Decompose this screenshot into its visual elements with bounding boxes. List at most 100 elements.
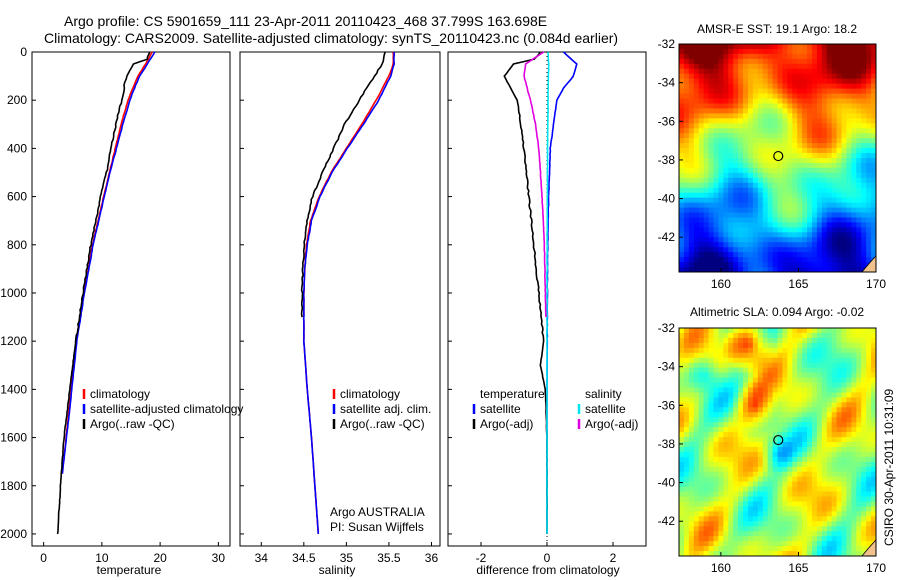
map-cell [757, 432, 764, 438]
map-cell [708, 521, 715, 527]
map-cell [866, 362, 872, 369]
map-cell [743, 197, 749, 204]
map-cell [816, 442, 823, 448]
map-cell [762, 531, 769, 537]
map-cell [713, 133, 719, 139]
map-cell [703, 521, 710, 527]
map-cell [679, 267, 685, 272]
map-cell [713, 78, 719, 85]
map-cell [698, 148, 705, 154]
map-cell [752, 446, 759, 453]
map-cell [821, 521, 828, 527]
map-cell [787, 466, 793, 473]
map-cell [698, 143, 705, 149]
map-cell [772, 357, 779, 364]
map-cell [807, 98, 813, 105]
map-cell [821, 516, 828, 522]
map-cell [851, 397, 857, 403]
map-cell [747, 98, 754, 105]
map-cell [807, 377, 813, 384]
map-cell [738, 93, 744, 100]
map-cell [713, 412, 719, 418]
map-cell [683, 367, 690, 374]
map-cell [752, 377, 759, 384]
map-cell [856, 531, 862, 537]
map-cell [757, 187, 764, 194]
map-cell [821, 78, 828, 85]
map-cell [752, 123, 759, 129]
map-cell [752, 217, 759, 224]
map-cell [767, 232, 774, 238]
map-cell [708, 68, 715, 75]
map-cell [738, 402, 744, 408]
map-cell [816, 177, 823, 184]
map-cell [836, 466, 843, 473]
map-cell [733, 491, 739, 498]
map-cell [723, 257, 729, 263]
map-cell [807, 367, 813, 374]
map-cell [792, 476, 798, 483]
map-cell [772, 372, 779, 379]
map-cell [821, 546, 828, 552]
map-cell [787, 83, 793, 90]
map-cell [743, 207, 749, 214]
map-cell [703, 347, 710, 354]
map-cell [856, 222, 862, 228]
map-cell [733, 148, 739, 154]
map-cell [679, 446, 685, 453]
map-cell [802, 412, 808, 418]
map-cell [679, 521, 685, 527]
map-cell [871, 402, 876, 408]
map-cell [807, 133, 813, 139]
map-cell [841, 58, 848, 65]
map-cell [762, 252, 769, 258]
legend-header: salinity [585, 387, 622, 401]
map-cell [767, 192, 774, 199]
map-cell [693, 207, 700, 214]
map-cell [747, 516, 754, 522]
map-cell [762, 182, 769, 189]
map-cell [752, 551, 759, 556]
map-cell [856, 153, 862, 159]
map-cell [757, 551, 764, 556]
map-cell [831, 118, 838, 124]
map-cell [841, 332, 848, 339]
map-cell [698, 63, 705, 70]
map-cell [861, 516, 867, 522]
map-cell [841, 451, 848, 458]
map-cell [816, 133, 823, 139]
map-cell [821, 222, 828, 228]
map-cell [846, 53, 852, 60]
map-cell [708, 158, 715, 164]
map-cell [811, 262, 818, 268]
map-cell [797, 372, 803, 379]
map-cell [782, 442, 788, 448]
map-cell [821, 387, 828, 394]
map-cell [802, 481, 808, 488]
map-cell [708, 481, 715, 488]
map-cell [841, 491, 848, 498]
map-cell [856, 73, 862, 80]
map-cell [787, 526, 793, 532]
map-cell [807, 138, 813, 144]
map-cell [723, 397, 729, 403]
map-cell [757, 232, 764, 238]
map-cell [866, 242, 872, 248]
map-cell [816, 78, 823, 85]
map-cell [802, 68, 808, 75]
map-cell [826, 207, 833, 214]
map-cell [683, 113, 690, 119]
map-cell [757, 516, 764, 522]
map-cell [713, 192, 719, 199]
map-cell [866, 437, 872, 443]
map-cell [787, 332, 793, 339]
map-cell [836, 162, 843, 169]
map-cell [723, 73, 729, 80]
series-line-salinity-satellite [545, 51, 550, 535]
map-cell [856, 212, 862, 219]
map-cell [767, 88, 774, 95]
map-cell [698, 88, 705, 95]
map-cell [772, 427, 779, 433]
map-cell [688, 162, 695, 169]
map-cell [826, 461, 833, 468]
